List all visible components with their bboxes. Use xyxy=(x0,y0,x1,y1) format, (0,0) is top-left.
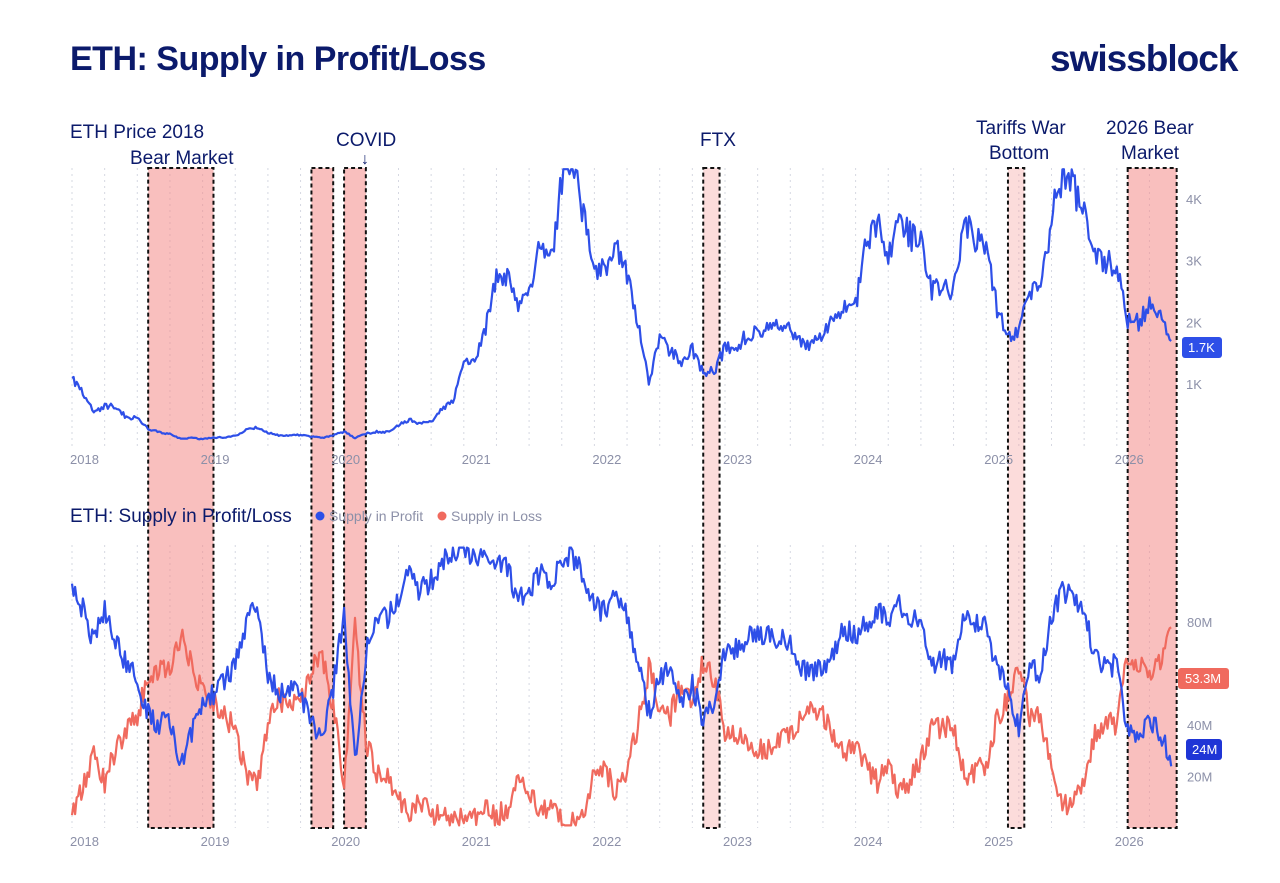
price-x-tick: 2023 xyxy=(723,452,752,467)
price-x-tick: 2026 xyxy=(1115,452,1144,467)
supply-in-loss-line xyxy=(70,616,1172,827)
brand-logo: swissblock xyxy=(1050,38,1238,79)
price-last-badge: 1.7K xyxy=(1182,337,1222,358)
supply-x-tick: 2020 xyxy=(331,834,360,849)
price-x-tick: 2022 xyxy=(592,452,621,467)
annotation-covid-arrow: ↓ xyxy=(361,151,369,168)
price-panel-title: ETH Price 2018 xyxy=(70,122,204,143)
price-y-tick: 3K xyxy=(1186,254,1202,269)
loss-last-badge: 53.3M xyxy=(1178,668,1229,689)
legend-profit-marker xyxy=(315,511,325,521)
supply-x-tick: 2023 xyxy=(723,834,752,849)
price-last-label: 1.7K xyxy=(1188,340,1215,355)
price-x-tick: 2021 xyxy=(462,452,491,467)
annotation-bear-2018: Bear Market xyxy=(130,148,234,169)
supply-x-tick: 2024 xyxy=(854,834,883,849)
supply-in-profit-line xyxy=(70,546,1173,767)
highlight-bands xyxy=(147,167,1178,829)
supply-x-tick: 2022 xyxy=(592,834,621,849)
annotation-tariffs-line1: Tariffs War xyxy=(976,118,1066,139)
highlight-band-3 xyxy=(343,167,367,829)
supply-x-tick: 2018 xyxy=(70,834,99,849)
annotation-ftx: FTX xyxy=(700,130,736,151)
highlight-band-6 xyxy=(1126,167,1178,829)
supply-y-tick: 80M xyxy=(1187,615,1212,630)
annotation-bear-2026-line2: Market xyxy=(1121,143,1180,164)
highlight-band-5 xyxy=(1006,167,1026,829)
price-y-tick: 4K xyxy=(1186,192,1202,207)
price-y-tick: 1K xyxy=(1186,377,1202,392)
price-x-tick: 2025 xyxy=(984,452,1013,467)
price-x-tick: 2020 xyxy=(331,452,360,467)
price-x-tick: 2018 xyxy=(70,452,99,467)
price-x-tick: 2024 xyxy=(854,452,883,467)
supply-x-tick: 2026 xyxy=(1115,834,1144,849)
supply-x-tick: 2019 xyxy=(201,834,230,849)
price-line xyxy=(71,168,1172,441)
price-y-tick: 2K xyxy=(1186,315,1202,330)
annotation-bear-2026-line1: 2026 Bear xyxy=(1106,118,1194,139)
supply-y-tick: 40M xyxy=(1187,718,1212,733)
legend-loss-marker xyxy=(437,511,447,521)
supply-x-tick: 2021 xyxy=(462,834,491,849)
page-title: ETH: Supply in Profit/Loss xyxy=(70,40,486,78)
profit-last-label: 24M xyxy=(1192,742,1217,757)
price-x-tick: 2019 xyxy=(201,452,230,467)
annotation-covid: COVID xyxy=(336,130,396,151)
highlight-band-1 xyxy=(147,167,215,829)
price-series xyxy=(71,168,1172,441)
supply-y-tick: 20M xyxy=(1187,770,1212,785)
loss-last-label: 53.3M xyxy=(1185,671,1221,686)
profit-last-badge: 24M xyxy=(1186,739,1222,760)
annotation-tariffs-line2: Bottom xyxy=(989,143,1049,164)
supply-x-tick: 2025 xyxy=(984,834,1013,849)
legend-profit-label: Supply in Profit xyxy=(329,508,423,524)
highlight-band-4 xyxy=(702,167,721,829)
supply-panel-title: ETH: Supply in Profit/Loss xyxy=(70,506,292,527)
legend-loss-label: Supply in Loss xyxy=(451,508,542,524)
supply-series xyxy=(70,546,1173,827)
